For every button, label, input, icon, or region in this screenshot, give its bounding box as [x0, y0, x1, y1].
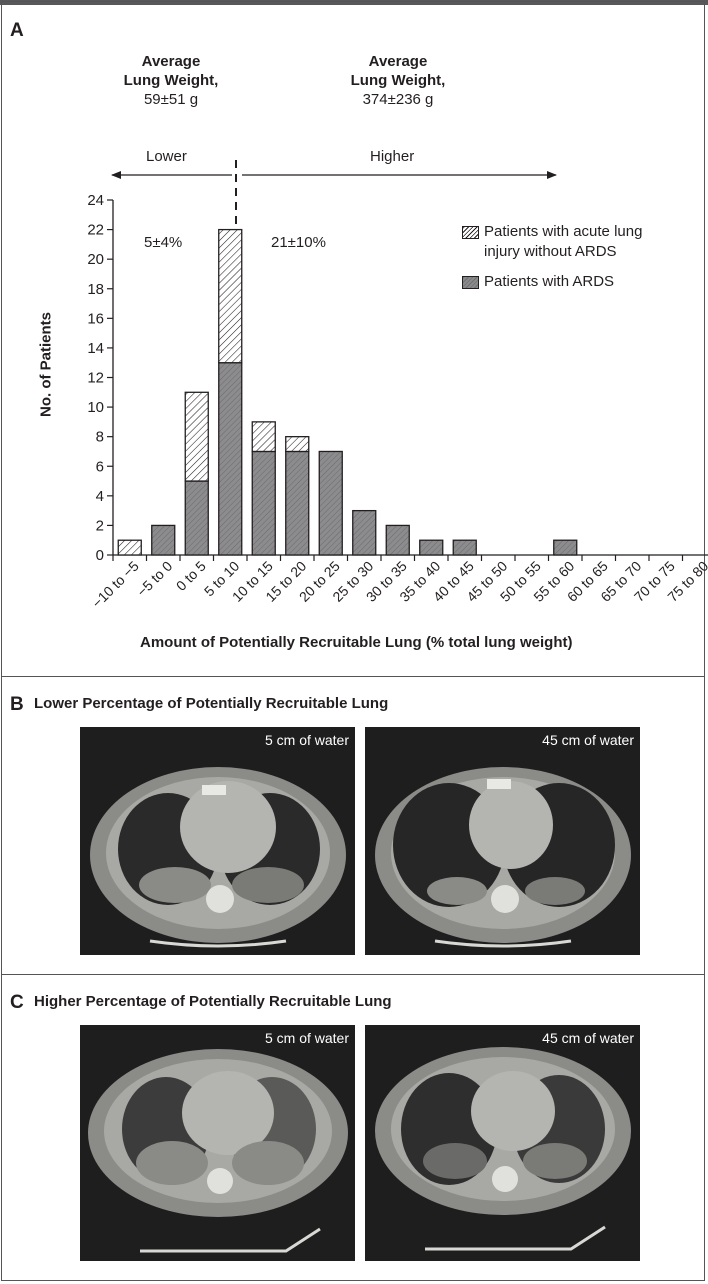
y-tick-label: 16 — [87, 310, 104, 327]
panel-b-letter: B — [10, 694, 24, 715]
y-tick-label: 8 — [96, 429, 104, 446]
bar-ards — [151, 524, 176, 556]
bar-ards — [318, 450, 343, 556]
right-weight-title-2: Lung Weight, — [350, 72, 446, 89]
bar-ali-without-ards — [218, 228, 243, 364]
y-tick-label: 4 — [96, 488, 104, 505]
bar-ali-without-ards — [117, 539, 142, 556]
pct-lower-label: 5±4% — [144, 234, 183, 251]
y-tick-label: 2 — [96, 517, 104, 534]
y-tick-label: 14 — [87, 340, 104, 357]
y-tick-label: 6 — [96, 458, 104, 475]
bar-ali-without-ards — [184, 391, 209, 482]
bar-ards — [285, 450, 310, 556]
bar-ali-without-ards — [251, 421, 276, 453]
bar-ards — [385, 524, 410, 556]
left-weight-value: 59±51 g — [143, 91, 199, 108]
panel-c-letter: C — [10, 992, 24, 1013]
y-tick-label: 24 — [87, 192, 104, 209]
pct-higher-label: 21±10% — [271, 234, 326, 251]
panel-a-letter: A — [10, 20, 24, 41]
legend-label-hatched-2: injury without ARDS — [484, 243, 617, 260]
bar-ards — [352, 509, 377, 556]
right-weight-value: 374±236 g — [362, 91, 434, 108]
ct-scan-b-right: 45 cm of water — [365, 727, 640, 955]
arrow-higher-label: Higher — [370, 148, 415, 165]
legend-swatch-solid — [462, 276, 479, 289]
y-tick-label: 10 — [87, 399, 104, 416]
panel-divider-ab — [1, 676, 705, 677]
y-tick-label: 12 — [87, 370, 104, 387]
bar-ali-without-ards — [285, 436, 310, 453]
bar-ards — [452, 539, 477, 556]
bar-ards — [419, 539, 444, 556]
bar-ards — [553, 539, 578, 556]
panel-divider-bc — [1, 974, 705, 975]
left-weight-title-2: Lung Weight, — [123, 72, 219, 89]
panel-b-title: Lower Percentage of Potentially Recruita… — [34, 695, 389, 712]
y-tick-label: 0 — [96, 547, 104, 564]
ct-scan-b-left: 5 cm of water — [80, 727, 355, 955]
ct-b-left-label: 5 cm of water — [264, 732, 349, 748]
bar-ards — [184, 480, 209, 556]
x-tick-label: −5 to 0 — [134, 558, 176, 600]
left-weight-title-1: Average — [141, 53, 201, 70]
legend-label-hatched-1: Patients with acute lung — [484, 223, 643, 240]
arrow-lower-label: Lower — [146, 148, 187, 165]
y-tick-label: 20 — [87, 251, 104, 268]
ct-c-left-label: 5 cm of water — [264, 1030, 349, 1046]
ct-b-right-label: 45 cm of water — [542, 732, 634, 748]
top-rule — [0, 0, 708, 5]
y-tick-label: 18 — [87, 281, 104, 298]
bar-ards — [218, 362, 243, 556]
x-tick-label: −10 to −5 — [89, 558, 142, 611]
ct-scan-c-left: 5 cm of water — [80, 1025, 355, 1261]
bar-ards — [251, 450, 276, 556]
legend-swatch-hatched — [462, 226, 479, 239]
ct-scan-c-right: 45 cm of water — [365, 1025, 640, 1261]
ct-c-right-label: 45 cm of water — [542, 1030, 634, 1046]
y-tick-label: 22 — [87, 222, 104, 239]
right-weight-title-1: Average — [368, 53, 428, 70]
x-axis-label: Amount of Potentially Recruitable Lung (… — [140, 634, 573, 651]
panel-c-title: Higher Percentage of Potentially Recruit… — [34, 993, 392, 1010]
left-weight-block: Average Lung Weight, 59±51 g — [91, 52, 251, 109]
legend-label-solid: Patients with ARDS — [484, 273, 615, 290]
right-weight-block: Average Lung Weight, 374±236 g — [318, 52, 478, 109]
